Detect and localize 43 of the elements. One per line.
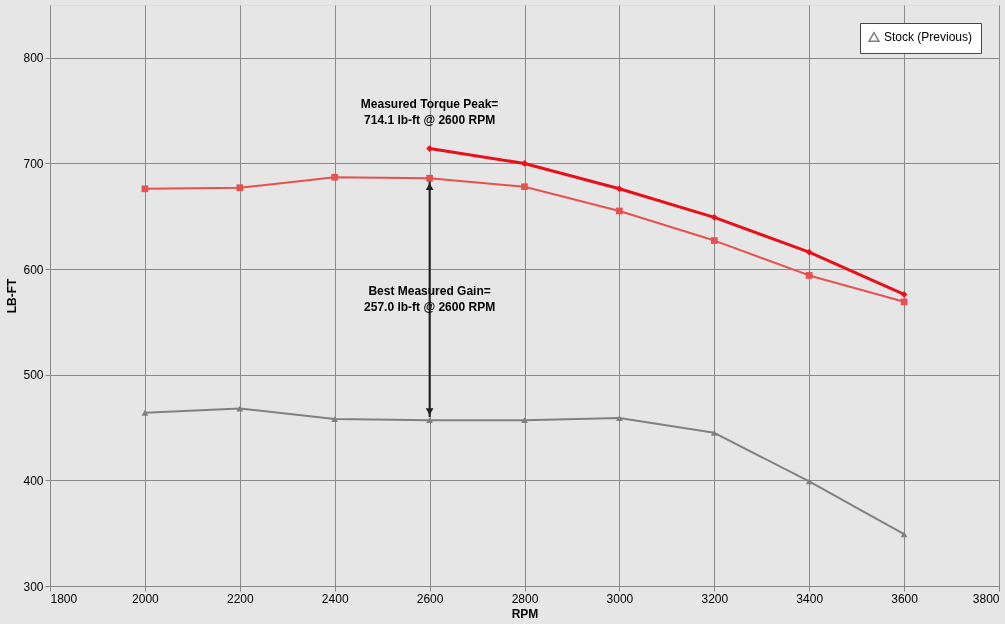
point [710, 429, 718, 436]
x-tick-label: 3600 [891, 591, 919, 606]
x-tick-label: 3000 [606, 591, 634, 606]
point [616, 415, 623, 421]
point [900, 531, 908, 538]
point [521, 183, 528, 191]
x-tick-label: 2600 [416, 591, 444, 606]
y-tick-label: 500 [23, 368, 44, 383]
point [236, 184, 244, 192]
point [426, 417, 433, 424]
x-tick-label: 3400 [796, 591, 824, 606]
point [426, 174, 433, 182]
x-axis-title: RPM [511, 606, 539, 621]
point [805, 272, 813, 279]
y-tick-label: 800 [23, 51, 44, 66]
x-tick-label: 2800 [511, 591, 539, 606]
x-tick-label: 1800 [50, 591, 78, 606]
point [141, 409, 149, 416]
x-tick-label: 2400 [321, 591, 349, 606]
point [426, 145, 433, 152]
point [521, 417, 528, 424]
x-tick-label: 3200 [701, 591, 729, 606]
point [616, 185, 623, 193]
x-tick-label: 2000 [132, 591, 160, 606]
x-tick-label: 2200 [226, 591, 254, 606]
x-tick-label: 3800 [972, 591, 1000, 606]
y-tick-label: 300 [23, 579, 44, 594]
point [900, 298, 908, 306]
point [141, 185, 149, 193]
point [521, 160, 528, 167]
point [331, 173, 339, 181]
y-axis-title: LB-FT [5, 278, 20, 314]
point [710, 213, 718, 221]
y-tick-label: 400 [23, 473, 44, 488]
y-tick-label: 600 [23, 262, 44, 277]
point [331, 416, 339, 422]
point [710, 237, 718, 244]
legend-label: Stock (Previous) [884, 30, 973, 44]
point [616, 207, 623, 215]
annotation: Measured Torque Peak= 714.1 lb-ft @ 2600 RPM [360, 96, 499, 127]
point [805, 248, 813, 256]
y-tick-label: 700 [23, 156, 44, 171]
point [900, 291, 908, 298]
